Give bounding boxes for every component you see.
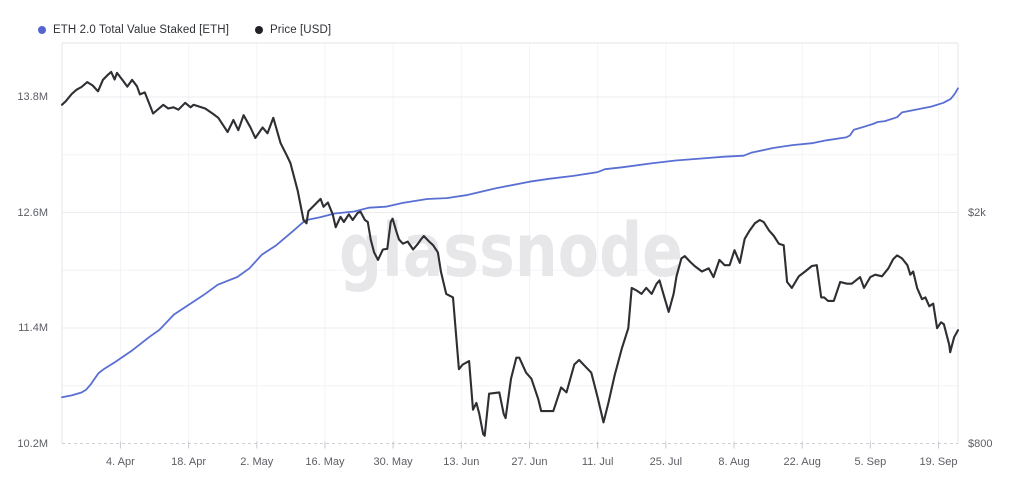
right-axis-label: $800	[968, 437, 993, 450]
y-axis-label: 11.4M	[18, 322, 48, 334]
x-axis-label: 4. Apr	[106, 456, 135, 468]
price-series-label: Price [USD]	[270, 24, 332, 36]
price-series-dot-icon	[255, 26, 263, 34]
legend-item-staked[interactable]: ETH 2.0 Total Value Staked [ETH]	[38, 24, 229, 36]
y-axis-label: 10.2M	[17, 437, 48, 450]
legend-item-price[interactable]: Price [USD]	[255, 24, 331, 36]
staked-series-label: ETH 2.0 Total Value Staked [ETH]	[53, 24, 229, 36]
x-axis-label: 16. May	[305, 456, 345, 468]
x-axis-label: 18. Apr	[171, 456, 207, 468]
legend: ETH 2.0 Total Value Staked [ETH] Price […	[38, 24, 331, 36]
staked-series-line	[61, 87, 959, 399]
x-axis-label: 22. Aug	[783, 456, 821, 468]
x-axis-label: 8. Aug	[718, 456, 750, 468]
y-axis-label: 12.6M	[17, 206, 48, 219]
x-axis-label: 11. Jul	[581, 456, 614, 468]
watermark-text: glassnode	[339, 208, 683, 294]
right-axis-label: $2k	[968, 207, 986, 219]
price-series-line	[60, 70, 960, 437]
x-axis-label: 13. Jun	[443, 456, 480, 468]
x-axis-label: 25. Jul	[649, 456, 683, 468]
x-axis-label: 2. May	[240, 456, 274, 468]
x-axis-label: 19. Sep	[919, 456, 958, 468]
x-axis-label: 5. Sep	[854, 456, 887, 468]
staked-series-dot-icon	[38, 26, 46, 34]
x-axis-label: 30. May	[373, 456, 413, 468]
x-axis-label: 27. Jun	[511, 456, 548, 468]
y-axis-label: 13.8M	[17, 91, 48, 103]
